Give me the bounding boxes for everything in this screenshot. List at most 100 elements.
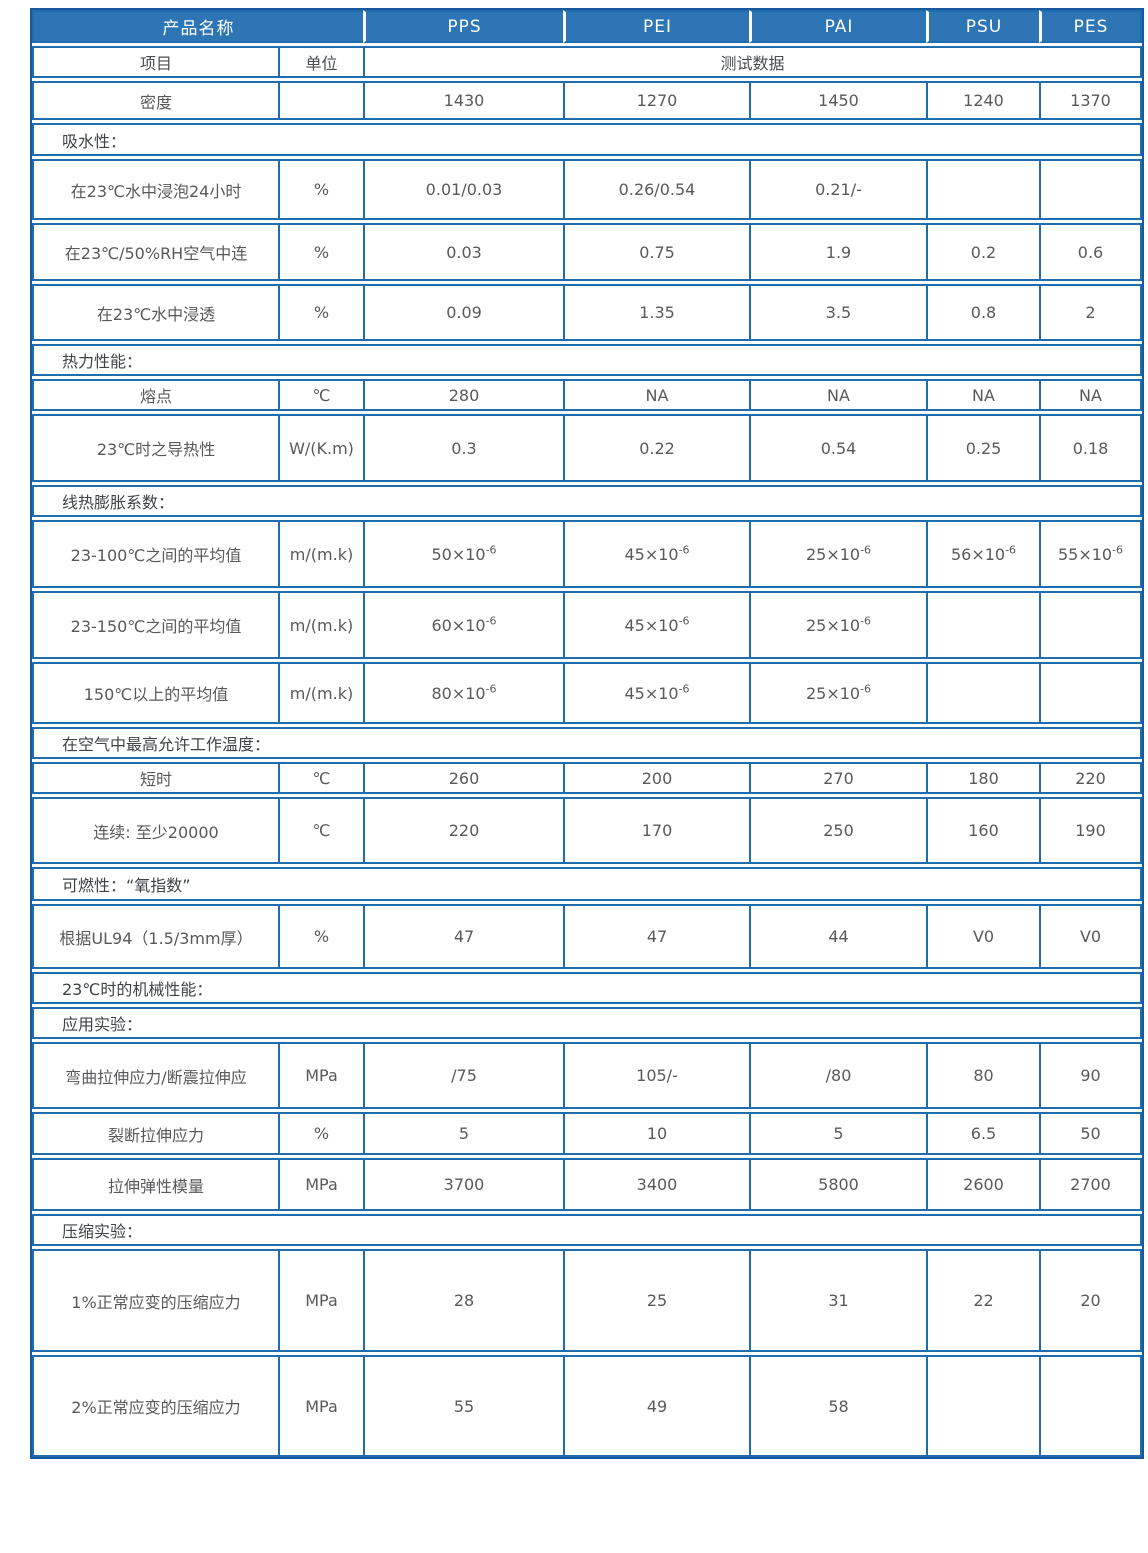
value-cell: NA — [1039, 379, 1142, 411]
unit-cell: m/(m.k) — [278, 520, 363, 588]
value-cell: 47 — [563, 904, 749, 969]
value-cell: 1270 — [563, 81, 749, 120]
value-cell: 25×10-6 — [749, 520, 926, 588]
value-cell: 60×10-6 — [363, 591, 563, 659]
value-cell: 31 — [749, 1249, 926, 1352]
value-cell: 1430 — [363, 81, 563, 120]
table-row: 150℃以上的平均值 m/(m.k) 80×10-6 45×10-6 25×10-6 — [32, 662, 1142, 724]
value-cell: 49 — [563, 1355, 749, 1457]
table-row: 23℃时之导热性 W/(K.m) 0.3 0.22 0.54 0.25 0.18 — [32, 414, 1142, 482]
unit-cell: m/(m.k) — [278, 591, 363, 659]
table-row: 1%正常应变的压缩应力 MPa 28 25 31 22 20 — [32, 1249, 1142, 1352]
value-cell: 1240 — [926, 81, 1039, 120]
section-row: 热力性能： — [32, 344, 1142, 376]
table-row: 在23℃水中浸泡24小时% 0.01/0.03 0.26/0.54 0.21/- — [32, 159, 1142, 220]
row-label: 2%正常应变的压缩应力 — [32, 1355, 278, 1457]
value-cell: 25×10-6 — [749, 591, 926, 659]
row-label: 在23℃水中浸泡24小时 — [32, 159, 278, 220]
value-cell: 28 — [363, 1249, 563, 1352]
value-cell: 0.03 — [363, 223, 563, 281]
value-cell: 1.9 — [749, 223, 926, 281]
value-cell: 5 — [749, 1112, 926, 1155]
value-cell: 2 — [1039, 284, 1142, 341]
spec-table-frame: 产品名称 PPS PEI PAI PSU PES 项目 单位 测试数据 密度 14… — [30, 8, 1144, 1459]
section-label: 吸水性： — [32, 123, 1142, 156]
unit-cell: % — [278, 1112, 363, 1155]
value-cell: 3700 — [363, 1158, 563, 1211]
value-cell: 44 — [749, 904, 926, 969]
row-label: 连续: 至少20000 — [32, 797, 278, 864]
value-cell: 2700 — [1039, 1158, 1142, 1211]
value-cell: 200 — [563, 762, 749, 794]
value-cell: 0.18 — [1039, 414, 1142, 482]
unit-header-cell: 单位 — [278, 46, 363, 78]
value-cell — [1039, 159, 1142, 220]
table-row: 2%正常应变的压缩应力 MPa 55 49 58 — [32, 1355, 1142, 1457]
unit-cell: ℃ — [278, 379, 363, 411]
unit-cell: % — [278, 284, 363, 341]
item-header-cell: 项目 — [32, 46, 278, 78]
unit-cell: ℃ — [278, 797, 363, 864]
value-cell: 0.21/- — [749, 159, 926, 220]
row-label: 23℃时之导热性 — [32, 414, 278, 482]
value-cell: 80×10-6 — [363, 662, 563, 724]
unit-cell — [278, 81, 363, 120]
value-cell: 47 — [363, 904, 563, 969]
section-row: 应用实验： — [32, 1007, 1142, 1039]
value-cell: 55 — [363, 1355, 563, 1457]
value-cell: 50×10-6 — [363, 520, 563, 588]
row-label: 23-100℃之间的平均值 — [32, 520, 278, 588]
column-header-pes: PES — [1039, 10, 1142, 43]
value-cell: 0.22 — [563, 414, 749, 482]
value-cell: V0 — [926, 904, 1039, 969]
value-cell: 3.5 — [749, 284, 926, 341]
section-row: 在空气中最高允许工作温度： — [32, 727, 1142, 759]
value-cell: V0 — [1039, 904, 1142, 969]
unit-cell: MPa — [278, 1158, 363, 1211]
value-cell: NA — [926, 379, 1039, 411]
value-cell: 280 — [363, 379, 563, 411]
table-row: 在23℃/50%RH空气中连% 0.03 0.75 1.9 0.2 0.6 — [32, 223, 1142, 281]
value-cell — [926, 159, 1039, 220]
value-cell: 0.75 — [563, 223, 749, 281]
section-label: 在空气中最高允许工作温度： — [32, 727, 1142, 759]
row-label: 密度 — [32, 81, 278, 120]
section-row: 线热膨胀系数： — [32, 485, 1142, 517]
value-cell — [1039, 1355, 1142, 1457]
value-cell: 270 — [749, 762, 926, 794]
table-row: 连续: 至少20000 ℃ 220 170 250 160 190 — [32, 797, 1142, 864]
value-cell: 190 — [1039, 797, 1142, 864]
value-cell: 22 — [926, 1249, 1039, 1352]
value-cell: 25 — [563, 1249, 749, 1352]
value-cell: 1370 — [1039, 81, 1142, 120]
spec-table: 产品名称 PPS PEI PAI PSU PES 项目 单位 测试数据 密度 14… — [32, 10, 1142, 1457]
table-row: 密度 1430 1270 1450 1240 1370 — [32, 81, 1142, 120]
value-cell: 1.35 — [563, 284, 749, 341]
unit-cell: ℃ — [278, 762, 363, 794]
column-header-pps: PPS — [363, 10, 563, 43]
column-header-pei: PEI — [563, 10, 749, 43]
value-cell: 250 — [749, 797, 926, 864]
value-cell — [926, 1355, 1039, 1457]
value-cell: 20 — [1039, 1249, 1142, 1352]
value-cell: 0.2 — [926, 223, 1039, 281]
value-cell: 5 — [363, 1112, 563, 1155]
value-cell: 55×10-6 — [1039, 520, 1142, 588]
value-cell — [1039, 591, 1142, 659]
test-data-header-cell: 测试数据 — [363, 46, 1142, 78]
value-cell: /75 — [363, 1042, 563, 1109]
value-cell — [1039, 662, 1142, 724]
value-cell: 105/- — [563, 1042, 749, 1109]
row-label: 在23℃水中浸透 — [32, 284, 278, 341]
column-header-pai: PAI — [749, 10, 926, 43]
section-row: 吸水性： — [32, 123, 1142, 156]
value-cell: 50 — [1039, 1112, 1142, 1155]
unit-cell: MPa — [278, 1042, 363, 1109]
row-label: 1%正常应变的压缩应力 — [32, 1249, 278, 1352]
unit-cell: W/(K.m) — [278, 414, 363, 482]
section-label: 应用实验： — [32, 1007, 1142, 1039]
row-label: 拉伸弹性模量 — [32, 1158, 278, 1211]
row-label: 23-150℃之间的平均值 — [32, 591, 278, 659]
row-label: 熔点 — [32, 379, 278, 411]
table-row: 23-150℃之间的平均值 m/(m.k) 60×10-6 45×10-6 25×10-… — [32, 591, 1142, 659]
